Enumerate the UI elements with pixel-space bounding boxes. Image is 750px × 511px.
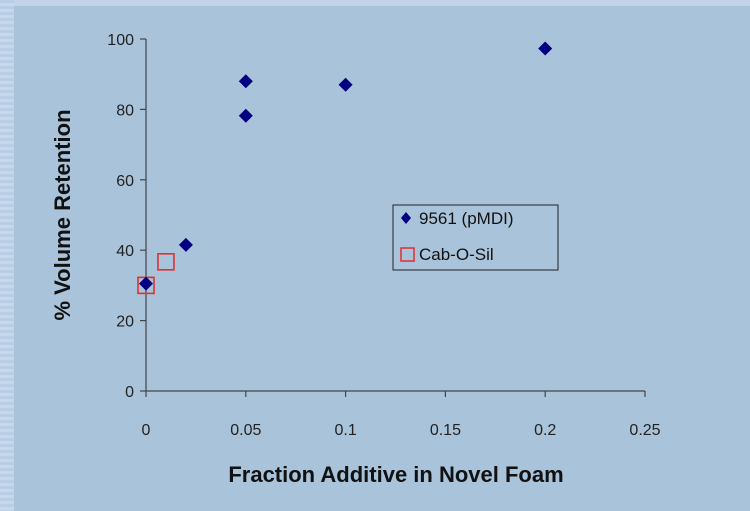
y-tick-label: 60	[116, 173, 134, 190]
y-tick-label: 80	[116, 102, 134, 119]
data-point-diamond	[238, 108, 253, 123]
frame-top-border	[0, 0, 750, 6]
legend-label-series-1: 9561 (pMDI)	[419, 209, 513, 228]
x-tick-label: 0.2	[534, 422, 556, 439]
y-tick-label: 20	[116, 314, 134, 331]
data-point-diamond	[139, 276, 153, 291]
y-tick-label: 40	[116, 243, 134, 260]
data-point-diamond	[338, 77, 353, 92]
frame-left-stripes	[0, 0, 14, 511]
legend-box	[392, 204, 559, 271]
data-point-diamond	[178, 237, 193, 252]
legend-label-series-2: Cab-O-Sil	[419, 245, 494, 264]
data-point-square	[157, 253, 175, 271]
axes: 0 20 40 60 80 100 0 0.05 0.1 0.15 0.2 0.25	[107, 32, 660, 439]
x-axis-ticks: 0 0.05 0.1 0.15 0.2 0.25	[142, 391, 661, 439]
x-axis-title: Fraction Additive in Novel Foam	[228, 462, 563, 487]
y-axis-ticks: 0 20 40 60 80 100	[107, 32, 146, 401]
x-tick-label: 0.05	[230, 422, 261, 439]
x-tick-label: 0.15	[430, 422, 461, 439]
x-tick-label: 0	[142, 422, 151, 439]
y-tick-label: 100	[107, 32, 134, 49]
data-point-diamond	[238, 74, 253, 89]
x-tick-label: 0.25	[629, 422, 660, 439]
legend-marker-square-icon	[400, 247, 415, 262]
legend: 9561 (pMDI) Cab-O-Sil	[392, 204, 559, 271]
y-tick-label: 0	[125, 384, 134, 401]
data-point-diamond	[538, 41, 553, 56]
y-axis-title: % Volume Retention	[50, 109, 75, 320]
x-tick-label: 0.1	[334, 422, 356, 439]
legend-marker-diamond-icon	[401, 212, 411, 224]
data-points	[137, 41, 553, 295]
